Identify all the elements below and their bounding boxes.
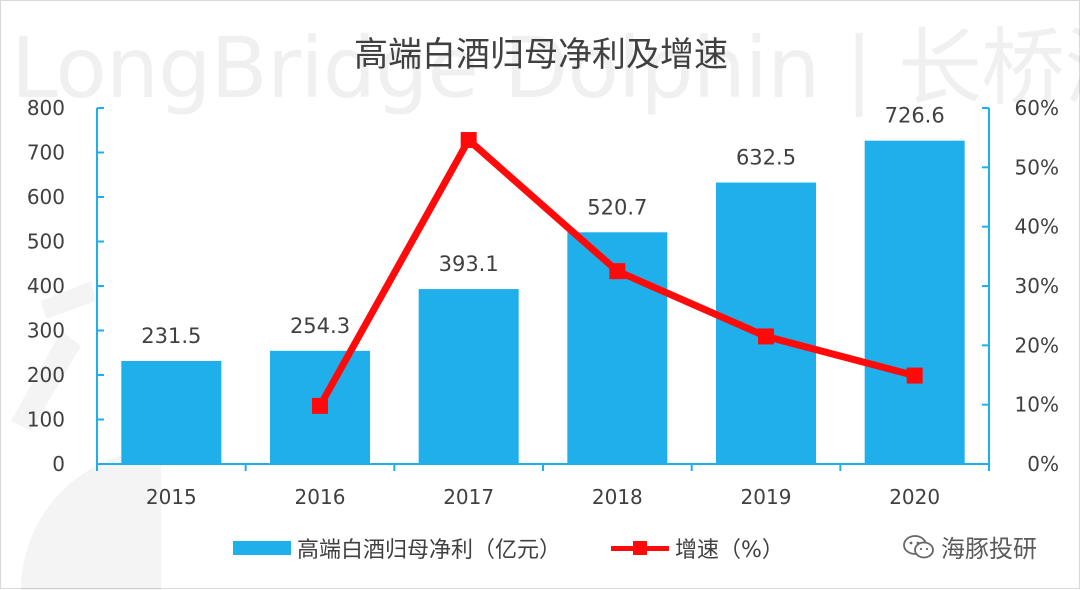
y-left-tick-label: 800 <box>27 96 65 120</box>
y-right-tick-label: 0% <box>1027 452 1059 476</box>
y-right-tick-label: 30% <box>1015 274 1059 298</box>
y-left-tick-label: 0 <box>52 452 65 476</box>
x-tick-label: 2017 <box>443 485 494 509</box>
y-right-tick-label: 50% <box>1015 155 1059 179</box>
y-right-tick-label: 10% <box>1015 393 1059 417</box>
y-left-tick-label: 400 <box>27 274 65 298</box>
source-label: 海豚投研 <box>941 535 1037 563</box>
legend-bar-swatch <box>233 541 291 555</box>
legend-item-growth: 增速（%） <box>561 532 784 564</box>
growth-marker <box>609 263 626 280</box>
bar-data-label: 393.1 <box>439 252 499 276</box>
bar-data-label: 254.3 <box>290 314 350 338</box>
legend-item-net-profit: 高端白酒归母净利（亿元） <box>233 532 561 564</box>
x-tick-label: 2019 <box>741 485 792 509</box>
growth-marker <box>312 397 328 414</box>
y-right-tick-label: 40% <box>1015 215 1059 239</box>
x-tick-label: 2016 <box>295 485 346 509</box>
growth-marker <box>758 328 774 345</box>
x-tick-label: 2018 <box>592 485 643 509</box>
bar-net-profit <box>121 360 222 464</box>
y-left-tick-label: 300 <box>27 319 65 343</box>
chart-title: 高端白酒归母净利及增速 <box>354 35 728 75</box>
bar-net-profit <box>418 289 519 464</box>
y-left-tick-label: 200 <box>27 363 65 387</box>
bar-data-label: 632.5 <box>736 146 796 170</box>
legend-label-net-profit: 高端白酒归母净利（亿元） <box>297 538 562 563</box>
source-badge: 海豚投研 <box>903 529 1037 564</box>
x-tick-label: 2015 <box>146 485 197 509</box>
y-left-tick-label: 100 <box>27 408 65 432</box>
wechat-icon <box>903 534 934 558</box>
bar-net-profit <box>864 140 965 464</box>
bar-data-label: 726.6 <box>885 104 945 128</box>
growth-marker <box>460 132 477 149</box>
y-left-tick-label: 700 <box>27 141 65 165</box>
legend-label-growth: 增速（%） <box>675 538 784 563</box>
y-left-tick-label: 500 <box>27 230 65 254</box>
watermark-logo <box>11 281 161 590</box>
bar-data-label: 520.7 <box>587 195 647 219</box>
growth-marker <box>906 367 923 384</box>
y-left-tick-label: 600 <box>27 185 65 209</box>
y-right-tick-label: 20% <box>1015 333 1059 357</box>
x-tick-label: 2020 <box>889 485 940 509</box>
watermark-text: LongBridge Dolphin | 长桥海豚投研 <box>11 19 1080 117</box>
y-right-tick-label: 60% <box>1015 96 1059 120</box>
chart-legend: 高端白酒归母净利（亿元） 增速（%） <box>233 532 784 564</box>
bar-data-label: 231.5 <box>141 324 201 348</box>
legend-line-swatch <box>611 541 670 555</box>
